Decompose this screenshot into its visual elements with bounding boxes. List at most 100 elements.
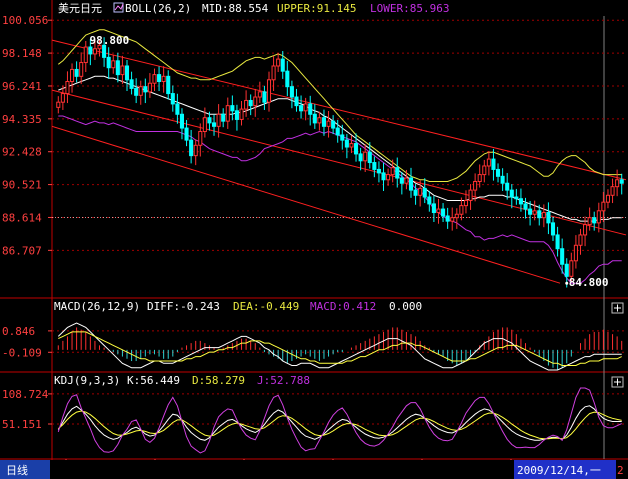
candle-down <box>491 158 496 170</box>
candle-down <box>102 44 107 58</box>
candle-down <box>509 189 514 198</box>
y-tick-label: 96.241 <box>2 80 42 93</box>
candle-up <box>532 210 537 215</box>
candle-down <box>124 65 130 81</box>
candle-up <box>317 117 322 124</box>
candle-down <box>523 203 528 210</box>
candle-down <box>518 198 523 205</box>
channel-upper-line <box>51 39 627 181</box>
candle-down <box>358 153 363 162</box>
candle-up <box>152 74 157 84</box>
candle-up <box>454 213 459 219</box>
candle-down <box>564 263 569 277</box>
candle-down <box>166 75 171 95</box>
candle-up <box>404 177 409 184</box>
boll-mid-line <box>58 75 622 222</box>
boll-lower-line <box>58 115 622 284</box>
period-tab-label: 日线 <box>6 463 28 477</box>
candle-down <box>134 87 139 96</box>
kdj-panel <box>57 387 622 454</box>
candle-up <box>266 79 272 103</box>
candle-up <box>120 65 125 76</box>
candle-down <box>445 215 450 222</box>
low-annotation: 84.800 <box>569 276 609 289</box>
boll-icon-glyph <box>114 3 124 11</box>
candle-down <box>230 105 235 112</box>
candle-down <box>399 177 404 184</box>
candle-down <box>395 167 400 179</box>
candle-up <box>386 174 391 181</box>
candle-up <box>326 120 331 127</box>
candle-down <box>248 99 253 107</box>
candle-up <box>138 86 143 96</box>
candle-down <box>262 91 267 103</box>
candle-up <box>477 174 482 182</box>
candle-down <box>619 179 624 184</box>
candle-up <box>56 101 61 108</box>
candle-down <box>157 74 162 83</box>
candle-down <box>413 189 418 196</box>
candle-down <box>505 182 510 191</box>
candle-down <box>221 113 226 122</box>
candle-up <box>596 210 601 224</box>
candle-down <box>537 210 542 219</box>
candle-down <box>367 151 372 164</box>
y-tick-label: 51.151 <box>2 418 42 431</box>
candle-up <box>216 113 221 127</box>
candle-down <box>285 70 290 88</box>
candle-down <box>335 127 340 136</box>
y-tick-label: 92.428 <box>2 146 42 159</box>
candle-up <box>257 91 262 98</box>
candle-up <box>418 187 423 196</box>
y-tick-label: 90.521 <box>2 179 42 192</box>
kdj-k-label: K:56.449 <box>127 374 180 387</box>
period-tab[interactable] <box>0 460 50 479</box>
y-tick-label: 86.707 <box>2 244 42 257</box>
bottom-bar <box>0 460 628 479</box>
candle-up <box>276 58 281 67</box>
candle-down <box>550 222 556 236</box>
candle-down <box>115 60 120 76</box>
kdj-expand-button[interactable] <box>611 376 624 388</box>
candle-down <box>189 139 194 157</box>
candle-down <box>106 56 111 69</box>
candle-up <box>65 81 70 95</box>
candle-down <box>207 117 212 124</box>
candle-down <box>528 208 533 215</box>
candle-up <box>60 93 65 103</box>
candle-down <box>431 203 436 214</box>
boll-lower-label: LOWER:85.963 <box>370 2 449 15</box>
candle-up <box>587 217 592 226</box>
candle-up <box>610 186 615 196</box>
candle-down <box>234 110 239 120</box>
candle-down <box>381 172 386 181</box>
candle-up <box>69 68 75 83</box>
candle-up <box>303 103 308 112</box>
candle-down <box>74 68 79 77</box>
macd-diff-line <box>57 322 622 371</box>
candle-up <box>161 75 166 83</box>
candle-down <box>299 105 304 112</box>
candle-up <box>578 234 583 246</box>
candle-up <box>486 158 491 167</box>
candle-down <box>495 168 501 177</box>
candle-down <box>340 134 345 141</box>
trend-channel <box>51 39 627 284</box>
cursor-date-box <box>514 460 616 479</box>
candle-down <box>88 46 93 55</box>
low-marker <box>565 281 569 285</box>
candle-up <box>244 99 249 110</box>
macd-title: MACD(26,12,9) <box>54 300 140 313</box>
candle-down <box>555 234 560 250</box>
candle-up <box>482 165 487 176</box>
candle-down <box>211 122 217 127</box>
channel-lower-line <box>51 125 561 284</box>
candle-up <box>92 48 97 55</box>
candle-down <box>592 217 597 224</box>
macd-expand-button[interactable] <box>611 302 624 314</box>
candle-down <box>308 103 313 115</box>
boll-icon[interactable] <box>113 2 124 13</box>
